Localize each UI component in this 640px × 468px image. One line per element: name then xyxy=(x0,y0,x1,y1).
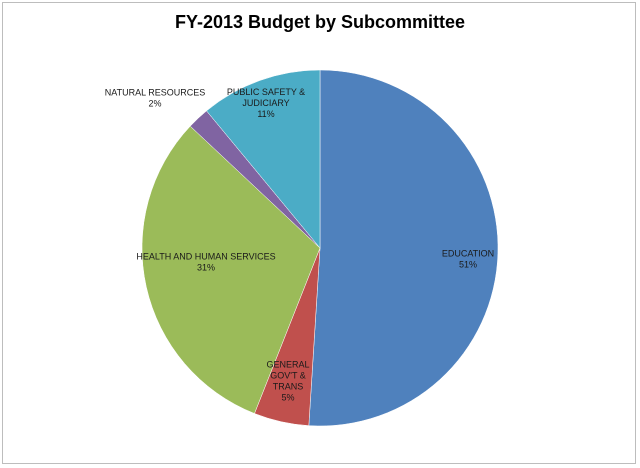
slice-label: EDUCATION 51% xyxy=(442,249,494,270)
pie-slice xyxy=(308,69,499,427)
slice-label: HEALTH AND HUMAN SERVICES 31% xyxy=(136,252,275,273)
slice-label: NATURAL RESOURCES 2% xyxy=(105,88,206,109)
chart-title: FY-2013 Budget by Subcommittee xyxy=(174,12,466,32)
pie-slice xyxy=(141,125,321,414)
pie-slice xyxy=(206,69,321,249)
slice-label: PUBLIC SAFETY & JUDICIARY 11% xyxy=(227,87,305,119)
slice-label: GENERAL GOV'T & TRANS 5% xyxy=(266,360,309,403)
